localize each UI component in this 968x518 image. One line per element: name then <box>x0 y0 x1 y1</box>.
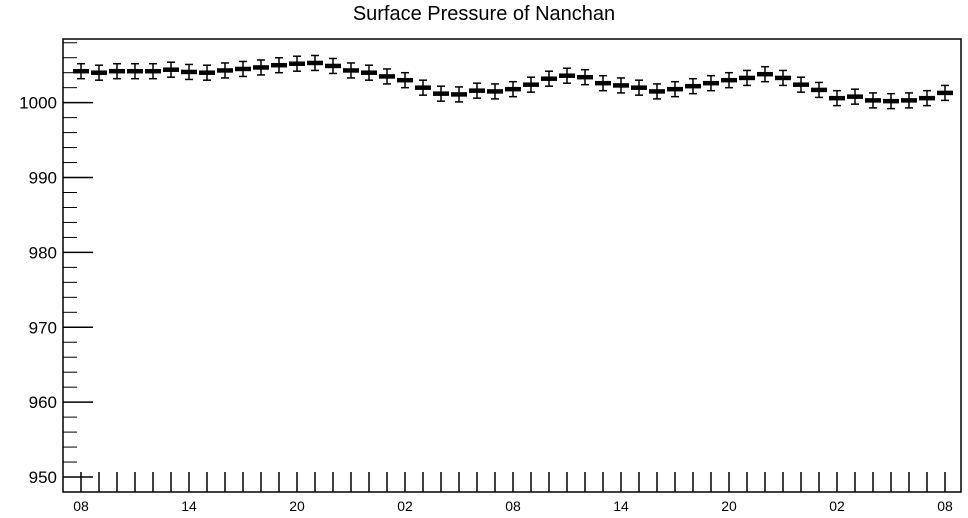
x-tick-label: 14 <box>613 498 629 514</box>
y-tick-label: 1000 <box>19 94 57 113</box>
x-tick-label: 02 <box>829 498 845 514</box>
x-tick-label: 20 <box>721 498 737 514</box>
x-tick-label: 08 <box>937 498 953 514</box>
y-tick-label: 970 <box>29 318 57 337</box>
plot-frame <box>62 38 962 493</box>
chart-title: Surface Pressure of Nanchan <box>352 3 616 25</box>
y-tick-label: 960 <box>29 393 57 412</box>
y-tick-label: 990 <box>29 169 57 188</box>
y-tick-label: 950 <box>29 468 57 487</box>
y-tick-label: 980 <box>29 243 57 262</box>
x-tick-label: 02 <box>397 498 413 514</box>
x-tick-label: 08 <box>73 498 89 514</box>
x-tick-label: 08 <box>505 498 521 514</box>
x-tick-label: 14 <box>181 498 197 514</box>
x-tick-label: 20 <box>289 498 305 514</box>
